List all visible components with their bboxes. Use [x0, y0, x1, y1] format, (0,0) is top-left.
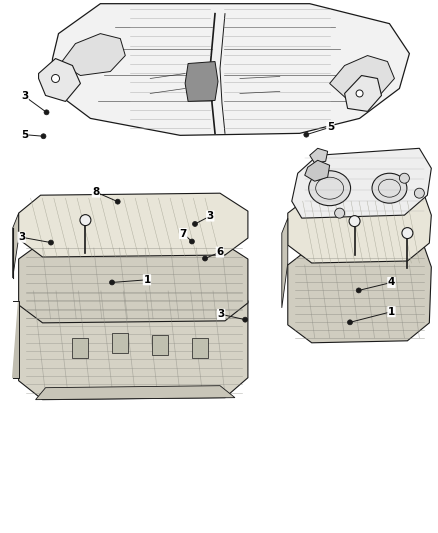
Bar	[192, 338, 208, 358]
Circle shape	[356, 90, 363, 97]
Polygon shape	[288, 247, 431, 343]
Polygon shape	[19, 283, 248, 400]
Circle shape	[44, 110, 49, 115]
Polygon shape	[50, 4, 410, 135]
Polygon shape	[39, 59, 81, 101]
Polygon shape	[345, 76, 381, 111]
Circle shape	[49, 240, 53, 245]
Circle shape	[335, 208, 345, 218]
Bar	[112, 333, 128, 353]
Circle shape	[313, 170, 323, 180]
Text: 1: 1	[143, 275, 151, 285]
Polygon shape	[282, 218, 288, 308]
Circle shape	[110, 280, 114, 285]
Polygon shape	[19, 241, 248, 323]
Text: 3: 3	[21, 91, 28, 101]
Circle shape	[399, 173, 410, 183]
Text: 3: 3	[207, 211, 214, 221]
Circle shape	[402, 228, 413, 239]
Circle shape	[414, 188, 424, 198]
Circle shape	[243, 317, 247, 322]
Ellipse shape	[372, 173, 407, 203]
Bar	[72, 338, 88, 358]
Circle shape	[80, 215, 91, 225]
Text: 8: 8	[92, 187, 99, 197]
Circle shape	[192, 222, 198, 227]
Polygon shape	[19, 193, 248, 257]
Text: 5: 5	[21, 130, 28, 140]
Text: 4: 4	[388, 278, 395, 287]
Circle shape	[356, 288, 361, 293]
Bar	[152, 335, 168, 355]
Circle shape	[190, 239, 194, 244]
Circle shape	[52, 75, 60, 83]
Text: 6: 6	[216, 247, 223, 257]
Polygon shape	[13, 213, 19, 278]
Circle shape	[349, 216, 360, 227]
Text: 1: 1	[388, 306, 395, 317]
Polygon shape	[185, 61, 218, 101]
Text: 3: 3	[218, 309, 225, 319]
Polygon shape	[310, 148, 328, 163]
Ellipse shape	[309, 171, 350, 206]
Polygon shape	[305, 160, 330, 181]
Circle shape	[304, 132, 309, 137]
Text: 5: 5	[327, 122, 334, 132]
Text: 7: 7	[180, 229, 187, 239]
Circle shape	[347, 320, 353, 325]
Polygon shape	[292, 148, 431, 218]
Polygon shape	[288, 195, 431, 263]
Circle shape	[41, 134, 46, 139]
Polygon shape	[330, 55, 395, 101]
Polygon shape	[60, 34, 125, 76]
Circle shape	[202, 256, 208, 261]
Circle shape	[115, 199, 120, 204]
Text: 3: 3	[18, 232, 25, 243]
Polygon shape	[13, 301, 19, 378]
Polygon shape	[35, 386, 235, 400]
